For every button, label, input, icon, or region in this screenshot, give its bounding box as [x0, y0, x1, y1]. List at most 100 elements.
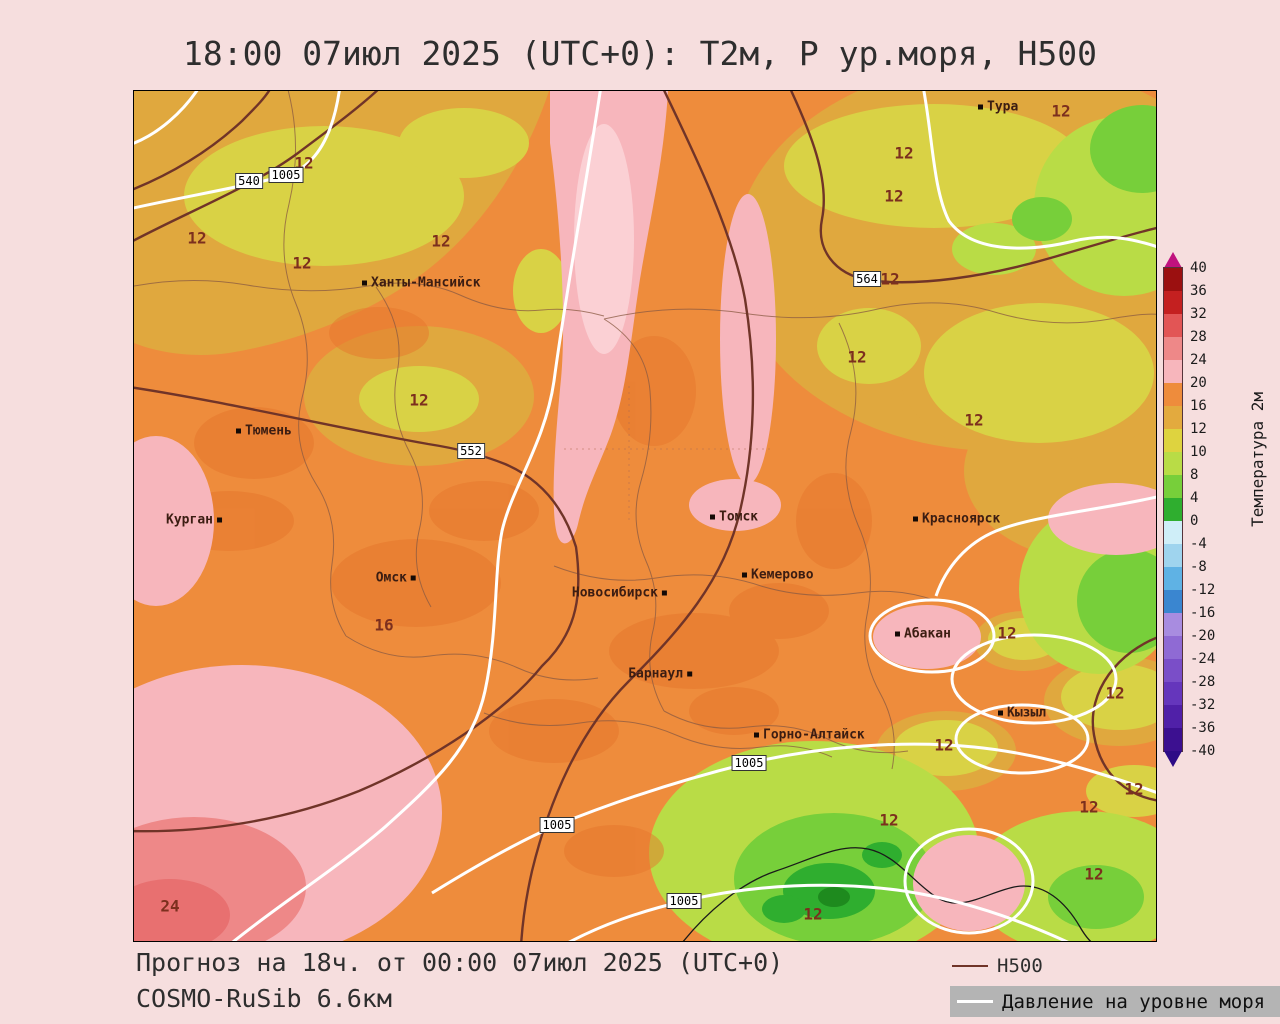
colorbar-segment — [1164, 291, 1182, 314]
colorbar-tick-label: 10 — [1190, 444, 1207, 460]
colorbar-tick-label: -8 — [1190, 559, 1207, 575]
colorbar-tick-label: 36 — [1190, 283, 1207, 299]
colorbar-tick-label: 0 — [1190, 513, 1199, 529]
colorbar-title: Температура 2м — [1248, 392, 1267, 527]
contour-label: 540 — [235, 173, 263, 189]
colorbar-tick-label: -28 — [1190, 674, 1216, 690]
colorbar-segment — [1164, 590, 1182, 613]
city-label: Барнаул — [628, 666, 683, 682]
colorbar-segments — [1163, 267, 1183, 752]
temperature-field-deepgreen — [818, 887, 850, 907]
colorbar-segment — [1164, 360, 1182, 383]
colorbar-arrow-down — [1164, 751, 1182, 767]
city-label: Тура — [987, 99, 1019, 115]
colorbar-segment — [1164, 728, 1182, 751]
colorbar-tick-label: 20 — [1190, 375, 1207, 391]
colorbar-segment — [1164, 429, 1182, 452]
city: Тюмень — [236, 424, 292, 439]
temperature-value-label: 12 — [879, 810, 899, 830]
colorbar-tick-label: 32 — [1190, 306, 1207, 322]
temperature-value-label: 12 — [997, 623, 1017, 643]
colorbar-tick-label: 12 — [1190, 421, 1207, 437]
pressure-line-sample — [957, 1000, 993, 1003]
temperature-value-label: 12 — [964, 410, 984, 430]
temperature-field-lightpink — [574, 124, 634, 354]
colorbar-segment — [1164, 613, 1182, 636]
legend-h500-label: Н500 — [997, 955, 1043, 977]
city-label: Кемерово — [751, 567, 814, 583]
colorbar-segment — [1164, 314, 1182, 337]
city-marker-icon — [236, 428, 241, 434]
h500-line-sample — [952, 965, 988, 967]
temperature-value-label: 12 — [1079, 797, 1099, 817]
city: Омск — [376, 571, 416, 586]
contour-label: 1005 — [731, 755, 767, 771]
contour-label: 1005 — [666, 893, 702, 909]
legend-h500: Н500 — [952, 955, 1043, 977]
colorbar-tick-label: -40 — [1190, 743, 1216, 759]
city-label: Горно-Алтайск — [763, 727, 865, 743]
colorbar-tick-label: -24 — [1190, 651, 1216, 667]
temperature-colorbar: 40 36 32 28 24 20 16 12 10 8 4 0 -4 -8 -12 -16 -20 -24 -28… — [1163, 252, 1280, 767]
city-label: Курган — [166, 512, 213, 528]
temperature-value-label: 12 — [1084, 864, 1104, 884]
temperature-value-label: 12 — [409, 390, 429, 410]
city: Кемерово — [742, 568, 814, 583]
colorbar-arrow-up — [1164, 252, 1182, 268]
colorbar-segment — [1164, 498, 1182, 521]
city-label: Тюмень — [245, 423, 292, 439]
temperature-value-label: 12 — [880, 269, 900, 289]
colorbar-tick-label: 16 — [1190, 398, 1207, 414]
temperature-value-label: 12 — [1105, 683, 1125, 703]
city-marker-icon — [895, 631, 900, 637]
colorbar-segment — [1164, 567, 1182, 590]
colorbar-ticks: 40 36 32 28 24 20 16 12 10 8 4 0 -4 -8 -12 -16 -20 -24 -28… — [1164, 252, 1244, 767]
colorbar-tick-label: 8 — [1190, 467, 1199, 483]
city: Абакан — [895, 627, 951, 642]
colorbar-segment — [1164, 406, 1182, 429]
contour-label: 1005 — [539, 817, 575, 833]
city: Тура — [978, 100, 1018, 115]
city: Горно-Алтайск — [754, 728, 865, 743]
temperature-value-label: 12 — [934, 735, 954, 755]
city: Томск — [710, 510, 758, 525]
city-marker-icon — [710, 514, 715, 520]
temperature-value-label: 12 — [803, 904, 823, 924]
city-marker-icon — [913, 516, 918, 522]
temperature-value-label: 12 — [292, 253, 312, 273]
colorbar-segment — [1164, 268, 1182, 291]
contour-label: 564 — [853, 271, 881, 287]
city-marker-icon — [662, 590, 667, 596]
city: Красноярск — [913, 512, 1000, 527]
city-marker-icon — [362, 280, 367, 286]
colorbar-segment — [1164, 452, 1182, 475]
colorbar-segment — [1164, 682, 1182, 705]
legend-pressure: Давление на уровне моря — [950, 986, 1280, 1017]
city-marker-icon — [411, 575, 416, 581]
temperature-value-label: 12 — [847, 347, 867, 367]
city-marker-icon — [742, 572, 747, 578]
city-marker-icon — [687, 671, 692, 677]
h500-contours — [134, 91, 1156, 941]
city-label: Абакан — [904, 626, 951, 642]
colorbar-segment — [1164, 521, 1182, 544]
city: Кызыл — [998, 706, 1046, 721]
temperature-value-label: 12 — [1051, 101, 1071, 121]
colorbar-tick-label: 40 — [1190, 260, 1207, 276]
graticule — [564, 386, 774, 521]
city-label: Томск — [719, 509, 759, 525]
contour-label: 1005 — [268, 167, 304, 183]
temperature-value-label: 12 — [431, 231, 451, 251]
map-graphics — [134, 91, 1156, 941]
city-marker-icon — [998, 710, 1003, 716]
colorbar-segment — [1164, 337, 1182, 360]
colorbar-tick-label: -20 — [1190, 628, 1216, 644]
colorbar-segment — [1164, 383, 1182, 406]
colorbar-segment — [1164, 636, 1182, 659]
admin-borders — [134, 91, 1156, 770]
city-marker-icon — [754, 732, 759, 738]
colorbar-tick-label: -12 — [1190, 582, 1216, 598]
city-label: Омск — [375, 570, 407, 586]
colorbar-segment — [1164, 544, 1182, 567]
